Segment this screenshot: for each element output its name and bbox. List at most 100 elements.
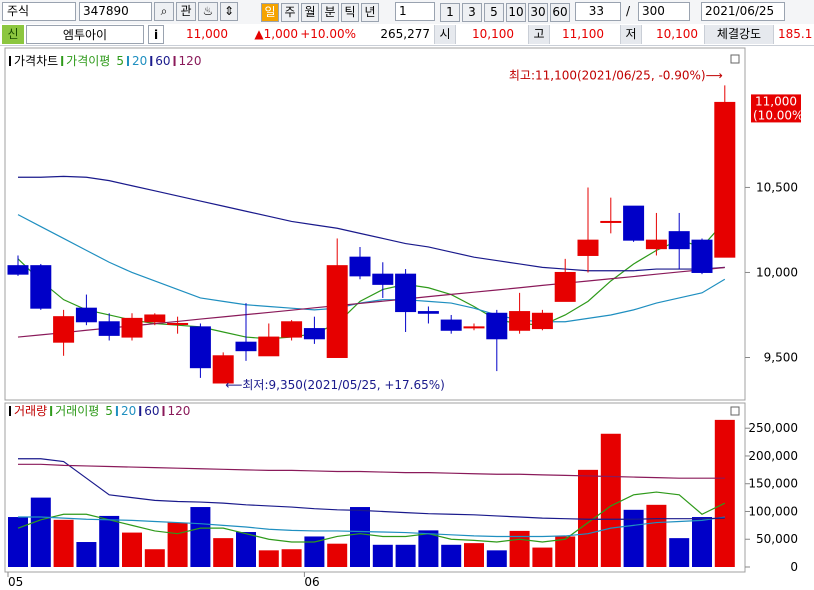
volume-bar bbox=[692, 517, 712, 567]
toolbar-button[interactable]: 주 bbox=[281, 3, 299, 22]
legend-swatch bbox=[50, 406, 53, 416]
toolbar-button[interactable]: 60 bbox=[550, 3, 570, 22]
panel-button[interactable] bbox=[730, 406, 740, 416]
price-panel bbox=[4, 47, 746, 401]
total-input[interactable]: 300 bbox=[638, 2, 690, 21]
candle-body bbox=[509, 311, 531, 331]
volume-ma-line bbox=[18, 458, 725, 520]
legend-entry: 5 bbox=[116, 54, 124, 68]
last-rate: (10.00%) bbox=[753, 108, 808, 122]
legend-swatch bbox=[126, 56, 129, 66]
candle-body bbox=[281, 321, 303, 338]
panel-button[interactable] bbox=[730, 54, 740, 64]
rate: +10.00% bbox=[300, 27, 356, 41]
date: 2021/06/25 bbox=[705, 4, 775, 18]
toolbar-button[interactable]: 일 bbox=[261, 3, 279, 22]
volume-bar bbox=[395, 544, 416, 567]
candle-body bbox=[486, 312, 508, 340]
candle-body bbox=[577, 239, 599, 256]
toolbar-button[interactable]: 30 bbox=[528, 3, 548, 22]
candle-body bbox=[531, 312, 553, 330]
search-button[interactable]: ⌕ bbox=[154, 2, 174, 21]
date-input[interactable]: 2021/06/25 bbox=[701, 2, 785, 21]
price-tick-label: 10,000 bbox=[756, 265, 798, 279]
market-select[interactable]: 주식 bbox=[2, 2, 76, 21]
price-tick-label: 10,500 bbox=[756, 180, 798, 194]
candle-body bbox=[121, 317, 143, 338]
toolbar-button[interactable]: 월 bbox=[301, 3, 319, 22]
candle-body bbox=[75, 307, 97, 323]
tool-button[interactable]: ♨ bbox=[198, 2, 218, 21]
toolbar-button[interactable]: 1 bbox=[440, 3, 460, 22]
low-label: 저 bbox=[620, 25, 642, 44]
high: 11,100 bbox=[562, 27, 604, 41]
legend-swatch bbox=[115, 406, 118, 416]
volume-tick-label: 100,000 bbox=[748, 504, 798, 518]
legend-swatch bbox=[9, 406, 11, 416]
candle-body bbox=[554, 271, 576, 302]
candle-body bbox=[189, 326, 211, 369]
toolbar-button[interactable]: 틱 bbox=[341, 3, 359, 22]
volume-bar bbox=[555, 536, 576, 567]
volume: 265,277 bbox=[380, 27, 430, 41]
legend-entry: 5 bbox=[105, 404, 113, 418]
volume-bar bbox=[53, 519, 74, 567]
open-label: 시 bbox=[434, 25, 456, 44]
chart-area: 9,500 10,000 10,500 0 50,000 100,000 150,000 20… bbox=[4, 47, 808, 589]
legend-swatch bbox=[61, 56, 64, 66]
code-input[interactable]: 347890 bbox=[79, 2, 152, 21]
candle-body bbox=[395, 273, 417, 313]
toolbar-button[interactable]: 5 bbox=[484, 3, 504, 22]
volume-bar bbox=[464, 543, 484, 567]
volume-bar bbox=[327, 543, 348, 567]
market: 주식 bbox=[7, 4, 30, 18]
unit-select[interactable]: 1 bbox=[395, 2, 435, 21]
volume-bar bbox=[144, 549, 165, 567]
volume-bar bbox=[486, 550, 507, 567]
volume-ma-line bbox=[17, 491, 726, 543]
candle-body bbox=[645, 239, 667, 250]
volume-bar bbox=[600, 433, 621, 567]
info-button[interactable]: i bbox=[148, 25, 164, 44]
low: 10,100 bbox=[656, 27, 698, 41]
toolbar-button[interactable]: 년 bbox=[361, 3, 379, 22]
volume-tick-label: 200,000 bbox=[748, 449, 798, 463]
volume-tick-label: 50,000 bbox=[756, 532, 798, 546]
toolbar-button[interactable]: 3 bbox=[462, 3, 482, 22]
slash: / bbox=[626, 4, 631, 18]
volume-tick-label: 250,000 bbox=[748, 421, 798, 435]
spin-button[interactable]: ⇕ bbox=[220, 2, 238, 21]
code: 347890 bbox=[83, 4, 129, 18]
candle-body bbox=[30, 265, 52, 309]
unit: 1 bbox=[399, 4, 407, 18]
candle-body bbox=[98, 321, 120, 336]
volume-bar bbox=[167, 522, 188, 567]
volume-bar bbox=[304, 536, 325, 567]
gwan-button[interactable]: 관 bbox=[176, 2, 196, 21]
candle-body bbox=[600, 220, 622, 223]
legend-ma-label: 가격이평 bbox=[66, 54, 110, 68]
count-input[interactable]: 33 bbox=[575, 2, 621, 21]
volume-bar bbox=[30, 497, 51, 567]
quote-bar bbox=[0, 24, 814, 46]
x-tick-label: 05 bbox=[8, 575, 23, 589]
legend-swatch bbox=[139, 406, 142, 416]
last-price: 11,000 bbox=[755, 94, 797, 108]
toolbar-button[interactable]: 분 bbox=[321, 3, 339, 22]
volume-bar bbox=[669, 538, 690, 567]
toolbar-button[interactable]: 10 bbox=[506, 3, 526, 22]
volume-bar bbox=[76, 542, 97, 567]
volume-bar bbox=[99, 515, 120, 567]
max-note: 최고:11,100(2021/06/25, -0.90%)⟶ bbox=[509, 68, 723, 82]
candle-body bbox=[691, 239, 713, 273]
volume-bar bbox=[190, 507, 211, 567]
last-price-box bbox=[751, 94, 801, 123]
legend-swatch bbox=[173, 56, 176, 66]
candle-body bbox=[7, 265, 29, 275]
volume-bar bbox=[122, 532, 142, 567]
total: 300 bbox=[642, 4, 665, 18]
legend-entry: 20 bbox=[121, 404, 136, 418]
candle-body bbox=[372, 273, 394, 285]
legend-entry: 120 bbox=[179, 54, 202, 68]
